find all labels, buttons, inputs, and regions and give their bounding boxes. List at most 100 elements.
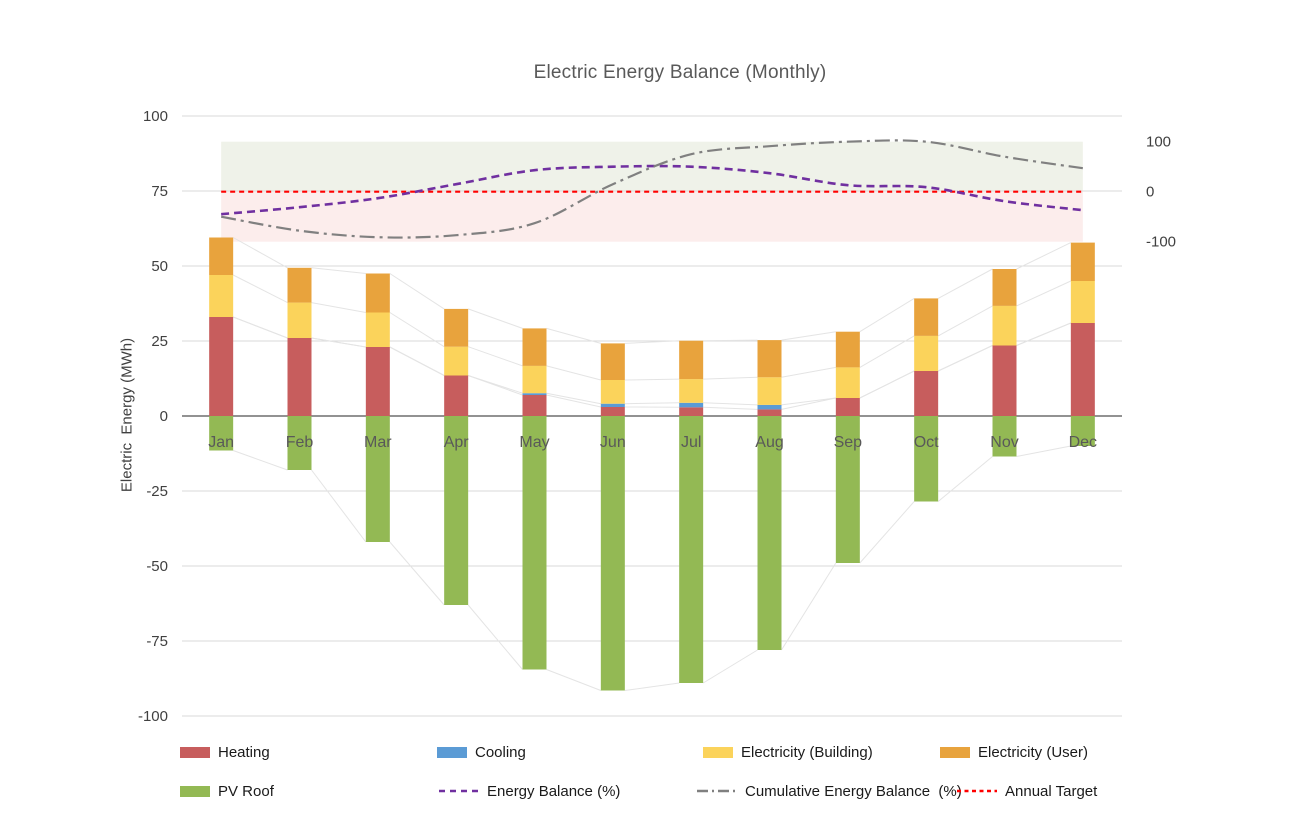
bar-segment-pv-roof [757, 416, 782, 650]
bar-segment-heating [209, 317, 234, 416]
bar-segment-electricity-user [522, 328, 547, 366]
legend-swatch-cooling [437, 746, 467, 758]
bar-segment-electricity-user [679, 340, 704, 380]
left-axis-tick-label: -75 [146, 633, 168, 650]
left-axis-tick-label: 0 [160, 408, 168, 425]
connector-line [781, 397, 836, 410]
bar-segment-electricity-building [287, 302, 312, 338]
band-negative [221, 191, 1083, 242]
bar-segment-pv-roof [679, 416, 704, 683]
legend-swatch-heating [180, 746, 210, 758]
legend-label-heating: Heating [218, 743, 270, 761]
connector-line [703, 402, 758, 406]
bar-series-pv-roof [209, 416, 1095, 691]
bar-segment-electricity-building [365, 312, 390, 347]
connector-line [1016, 322, 1072, 346]
bar-segment-pv-roof [287, 416, 312, 470]
connector-line [937, 456, 993, 502]
bar-segment-heating [1070, 323, 1095, 416]
bar-series-electricity-user [209, 237, 1095, 380]
legend-label-electricity-building: Electricity (Building) [741, 743, 873, 761]
bar-segment-electricity-building [600, 380, 625, 404]
connector-line [624, 340, 680, 344]
connector-line [937, 345, 993, 372]
bar-segment-pv-roof [209, 416, 234, 451]
connector-line [311, 267, 366, 274]
right-axis-tick-label: 0 [1146, 184, 1154, 201]
connector-line [859, 297, 915, 333]
connector-line [546, 365, 601, 381]
series-connector-lines [232, 237, 1072, 691]
legend-swatch-electricity-building [703, 746, 733, 758]
bar-segment-electricity-user [835, 331, 860, 368]
legend-item-pv-roof: PV Roof [180, 783, 274, 800]
connector-line [781, 331, 836, 341]
x-axis-month-label: Oct [914, 434, 939, 451]
x-axis-month-label: Dec [1069, 434, 1097, 451]
connector-line [546, 392, 601, 405]
legend-swatch-energy-balance [439, 789, 479, 793]
y-axis-title: Electric Energy (MWh) [118, 337, 136, 493]
bar-segment-heating [365, 347, 390, 416]
connector-line [703, 339, 758, 342]
bar-segment-electricity-building [1070, 281, 1095, 323]
bar-segment-heating [600, 407, 625, 416]
connector-line [311, 337, 366, 348]
connector-line [311, 302, 366, 313]
bar-segment-electricity-user [992, 269, 1017, 306]
x-axis-month-label: Jul [681, 434, 701, 451]
left-axis-tick-label: 50 [151, 258, 168, 275]
connector-line [232, 450, 288, 471]
x-axis-month-label: Nov [990, 434, 1018, 451]
left-axis-tick-label: 100 [143, 108, 168, 125]
bar-segment-heating [287, 338, 312, 416]
legend-swatch-electricity-user [940, 746, 970, 758]
connector-line [546, 327, 601, 344]
connector-line [859, 501, 915, 564]
bar-segment-cooling [757, 404, 782, 410]
legend-item-electricity-user: Electricity (User) [940, 744, 1088, 761]
bar-segment-pv-roof [444, 416, 469, 605]
right-axis-tick-label: -100 [1146, 234, 1176, 251]
legend-label-cumulative-energy-balance: Cumulative Energy Balance (%) [745, 782, 962, 800]
bar-segment-cooling [600, 403, 625, 407]
connector-line [389, 346, 445, 376]
bar-series-electricity-building [209, 275, 1095, 405]
legend-item-annual-target: Annual Target [957, 783, 1097, 800]
connector-line [624, 378, 680, 381]
left-axis-tick-label: -50 [146, 558, 168, 575]
bar-segment-electricity-building [835, 367, 860, 398]
bar-segment-electricity-building [679, 379, 704, 403]
connector-line [702, 649, 758, 684]
connector-line [467, 308, 523, 329]
bar-segment-pv-roof [992, 416, 1017, 457]
x-axis-month-label: Mar [364, 434, 392, 451]
gridlines: 100 75 50 25 0 -25 -50 -75 -100 [138, 108, 1122, 725]
bar-segment-electricity-user [209, 237, 234, 275]
bar-segment-electricity-building [444, 346, 469, 376]
left-axis-tick-label: 75 [151, 183, 168, 200]
x-axis-month-label: May [519, 434, 549, 451]
legend-item-heating: Heating [180, 743, 270, 761]
connector-line [546, 394, 601, 408]
x-axis-month-label: Jan [208, 434, 234, 451]
bar-segment-electricity-user [444, 308, 469, 347]
bar-segment-electricity-user [287, 267, 312, 303]
bar-segment-electricity-building [209, 275, 234, 317]
bar-segment-heating [992, 345, 1017, 416]
bar-series-heating [209, 317, 1095, 416]
bar-segment-pv-roof [365, 416, 390, 542]
connector-line [389, 312, 445, 348]
cumulative-energy-balance-line [220, 139, 1083, 239]
connector-line [937, 268, 993, 299]
connector-line [389, 273, 445, 310]
bar-segment-cooling [522, 393, 547, 395]
connector-line [467, 604, 523, 670]
bar-segment-pv-roof [914, 416, 939, 502]
chart-title: Electric Energy Balance (Monthly) [533, 62, 827, 83]
energy-balance-line [221, 164, 1083, 216]
bar-segment-pv-roof [1070, 416, 1095, 446]
bar-segment-pv-roof [835, 416, 860, 563]
bar-segment-heating [835, 398, 860, 416]
bar-segment-heating [679, 407, 704, 416]
